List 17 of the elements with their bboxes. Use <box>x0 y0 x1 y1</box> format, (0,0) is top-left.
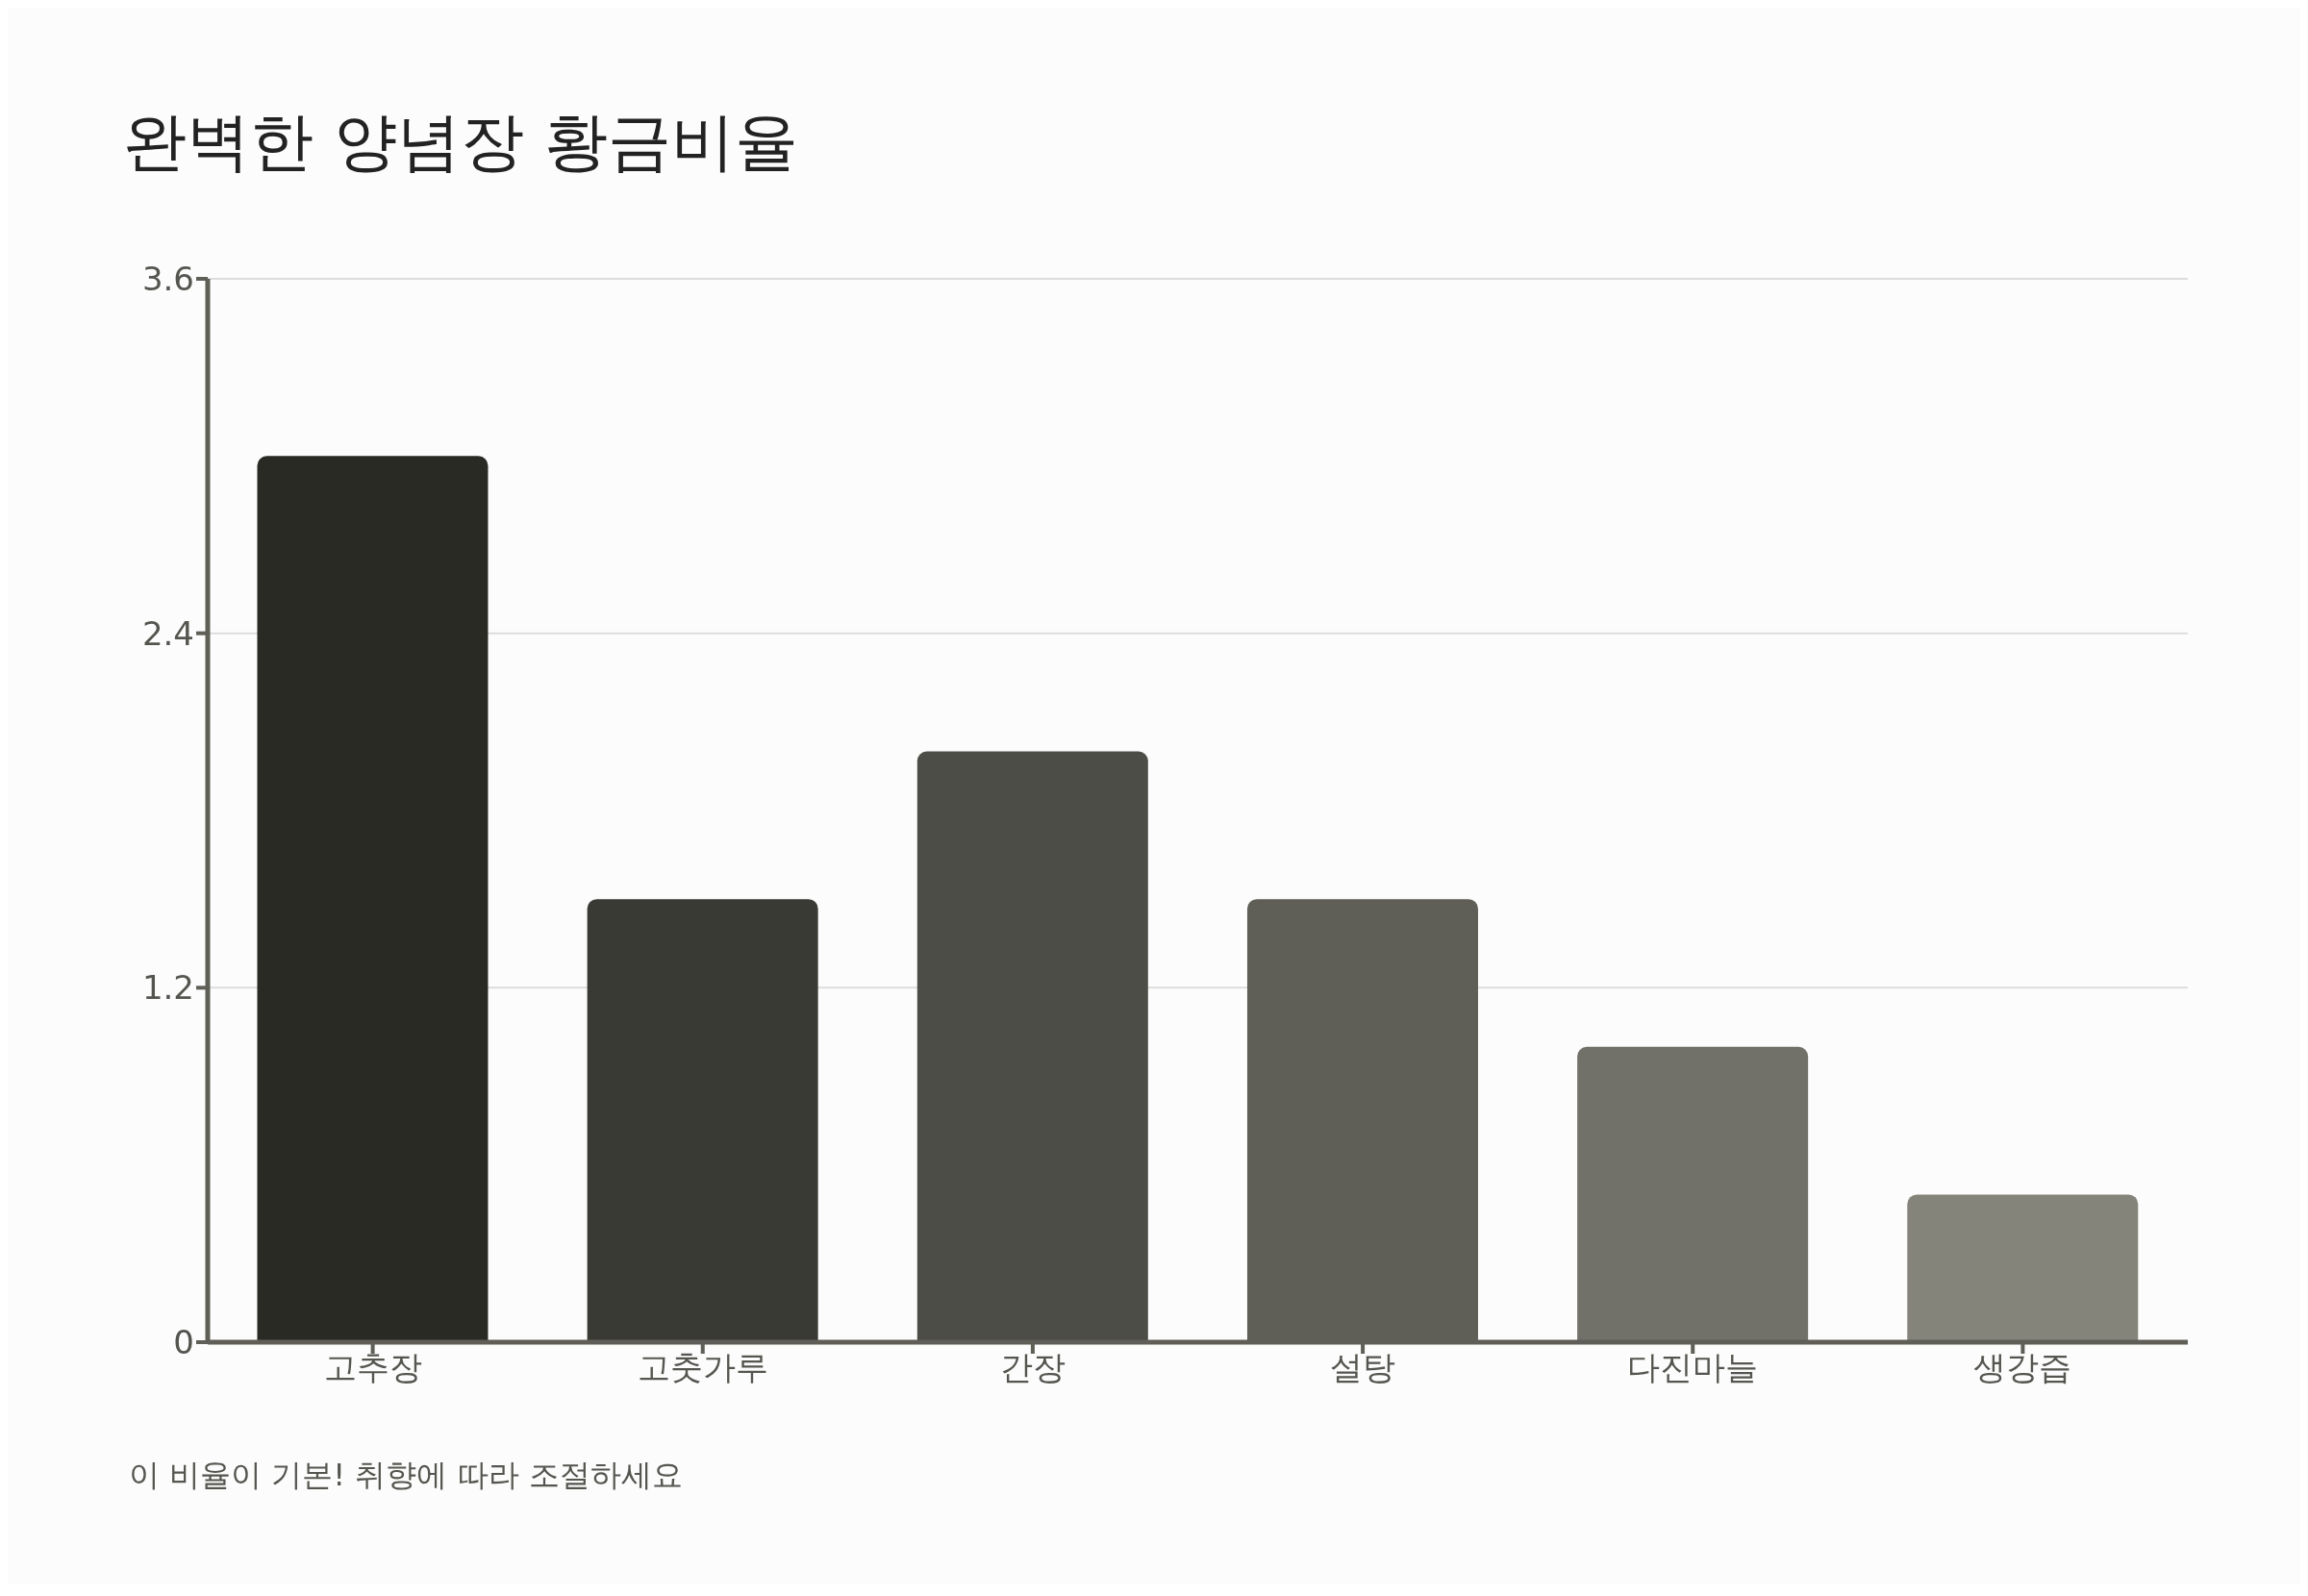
y-tick-label: 3.6 <box>141 260 194 299</box>
text: 이 비율이 기본! 취향에 따라 조절하세요 <box>129 1456 683 1495</box>
y-tick-label: 1.2 <box>141 968 194 1008</box>
bar <box>916 751 1148 1342</box>
x-tick-label: 생강즙 <box>1973 1348 2072 1387</box>
x-tick-label: 다진마늘 <box>1627 1348 1759 1387</box>
bar <box>1577 1046 1809 1342</box>
y-tick-label: 2.4 <box>141 613 194 653</box>
x-tick-label: 간장 <box>999 1348 1066 1387</box>
y-tick-label: 0 <box>173 1323 194 1362</box>
bar <box>1907 1194 2139 1342</box>
x-tick-label: 고추장 <box>323 1348 422 1387</box>
bar <box>587 899 818 1342</box>
chart-title: 완벽한 양념장 황금비율 <box>123 104 798 181</box>
bar <box>257 456 489 1342</box>
x-tick-label: 고춧가루 <box>637 1348 768 1387</box>
x-tick-label: 설탕 <box>1330 1348 1396 1387</box>
